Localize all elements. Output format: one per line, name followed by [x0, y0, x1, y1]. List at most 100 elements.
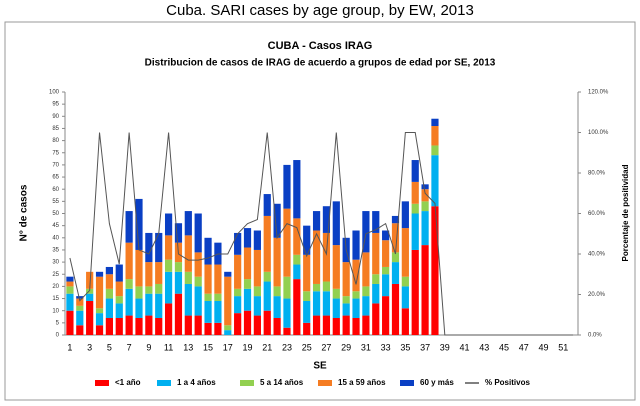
- bar-segment: [352, 298, 360, 318]
- bar-segment: [125, 242, 133, 280]
- bar-segment: [391, 252, 400, 263]
- bar-segment: [303, 225, 311, 255]
- x-tick-label: 39: [440, 342, 450, 352]
- bar-segment: [372, 283, 380, 304]
- bar-segment: [76, 310, 84, 326]
- bar-segment: [164, 235, 173, 260]
- bar-segment: [322, 206, 331, 233]
- legend-swatch: [318, 380, 332, 386]
- bar-segment: [342, 262, 350, 297]
- bar-segment: [214, 293, 222, 301]
- bar-segment: [391, 283, 400, 335]
- bar-segment: [362, 315, 370, 335]
- bar-segment: [391, 262, 400, 284]
- bar-segment: [66, 293, 74, 311]
- x-tick-label: 31: [361, 342, 371, 352]
- bar-segment: [352, 230, 360, 260]
- bar-segment: [135, 286, 143, 299]
- legend-swatch: [95, 380, 109, 386]
- bar-segment: [382, 296, 390, 335]
- x-tick-label: 45: [499, 342, 509, 352]
- bar-segment: [184, 283, 192, 316]
- bar-segment: [95, 313, 104, 326]
- y-axis-label: N° de casos: [19, 184, 30, 241]
- bar-segment: [204, 264, 212, 294]
- y2-tick-label: 100.0%: [588, 130, 609, 136]
- bar-segment: [95, 325, 104, 335]
- bar-segment: [342, 315, 350, 335]
- x-tick-label: 25: [302, 342, 312, 352]
- bar-segment: [95, 308, 104, 314]
- bar-segment: [174, 271, 183, 294]
- bar-segment: [342, 303, 350, 316]
- bar-segment: [411, 249, 419, 335]
- bar-segment: [303, 322, 311, 335]
- y-tick-label: 90: [52, 114, 59, 120]
- x-tick-label: 21: [262, 342, 272, 352]
- bar-segment: [421, 201, 429, 212]
- bar-segment: [105, 266, 113, 275]
- bar-segment: [352, 259, 360, 292]
- bar-segment: [342, 296, 350, 304]
- y2-tick-label: 0.0%: [588, 333, 602, 339]
- bar-segment: [204, 300, 212, 323]
- bar-segment: [401, 228, 409, 277]
- bar-segment: [431, 206, 439, 335]
- bar-segment: [164, 213, 173, 236]
- bar-segment: [332, 298, 340, 318]
- bar-segment: [174, 223, 183, 243]
- bar-segment: [204, 237, 212, 265]
- bar-segment: [411, 160, 419, 182]
- y-tick-label: 25: [52, 272, 59, 278]
- bar-segment: [243, 247, 252, 280]
- bar-segment: [194, 276, 202, 287]
- legend-label: % Positivos: [485, 378, 530, 387]
- y-tick-label: 55: [52, 199, 59, 205]
- bar-segment: [431, 145, 439, 156]
- x-tick-label: 47: [519, 342, 529, 352]
- x-tick-label: 33: [381, 342, 391, 352]
- y-tick-label: 15: [52, 296, 59, 302]
- bar-segment: [372, 211, 380, 233]
- y-tick-label: 65: [52, 175, 59, 181]
- bar-segment: [184, 211, 192, 236]
- y-tick-label: 80: [52, 138, 59, 144]
- positivity-line: [69, 132, 574, 336]
- bar-segment: [76, 325, 84, 335]
- bar-segment: [421, 184, 429, 190]
- bar-segment: [431, 155, 439, 207]
- bar-segment: [243, 288, 252, 311]
- bar-segment: [155, 317, 163, 335]
- bar-segment: [174, 262, 183, 272]
- y-tick-label: 95: [52, 102, 59, 108]
- bar-segment: [352, 291, 360, 299]
- bar-segment: [322, 281, 331, 292]
- bar-segment: [115, 264, 123, 282]
- y-tick-label: 45: [52, 223, 59, 229]
- bar-segment: [145, 315, 153, 335]
- bar-segment: [135, 317, 143, 335]
- y-tick-label: 60: [52, 187, 59, 193]
- bar-segment: [431, 126, 439, 146]
- bar-segment: [86, 288, 94, 294]
- bar-segment: [145, 262, 153, 287]
- bar-segment: [303, 254, 311, 292]
- bar-segment: [155, 232, 163, 263]
- bar-segment: [174, 293, 183, 335]
- x-tick-label: 13: [183, 342, 193, 352]
- bar-segment: [421, 189, 429, 202]
- bar-segment: [145, 293, 153, 316]
- y2-tick-label: 20.0%: [588, 292, 606, 298]
- y-tick-label: 20: [52, 284, 59, 290]
- bar-segment: [273, 317, 281, 335]
- bar-segment: [332, 245, 340, 289]
- bar-segment: [66, 286, 74, 294]
- bar-segment: [105, 274, 113, 289]
- bar-segment: [125, 279, 133, 289]
- bar-segment: [273, 237, 281, 287]
- bar-segment: [293, 160, 301, 219]
- y2-tick-label: 120.0%: [588, 90, 609, 96]
- bar-segment: [86, 293, 94, 301]
- bar-segment: [214, 300, 222, 323]
- legend-label: 15 a 59 años: [338, 378, 386, 387]
